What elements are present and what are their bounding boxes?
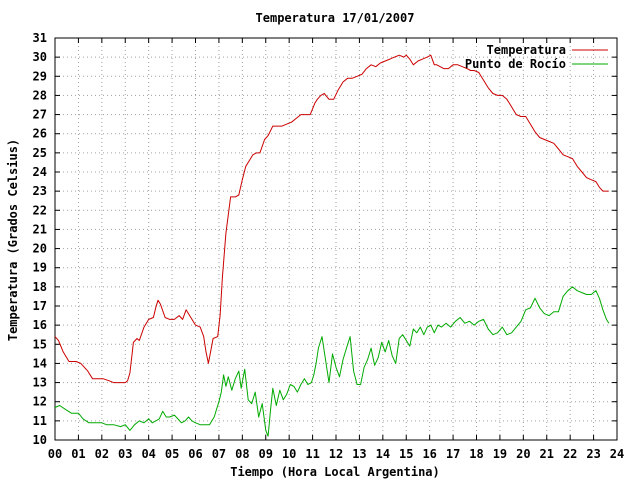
y-tick-label: 18 — [33, 280, 47, 294]
x-tick-label: 20 — [516, 447, 530, 461]
y-tick-label: 19 — [33, 261, 47, 275]
grid-layer — [55, 38, 617, 440]
y-tick-label: 24 — [33, 165, 47, 179]
x-tick-label: 23 — [586, 447, 600, 461]
y-tick-label: 13 — [33, 376, 47, 390]
axis-layer: 00 01 02 03 04 05 06 07 08 09 10 11 12 13 14 15 16 17 18 19… — [33, 31, 625, 461]
x-tick-label: 18 — [469, 447, 483, 461]
x-tick-label: 00 — [48, 447, 62, 461]
x-tick-label: 10 — [282, 447, 296, 461]
x-tick-label: 03 — [118, 447, 132, 461]
x-tick-label: 12 — [329, 447, 343, 461]
x-tick-label: 24 — [610, 447, 624, 461]
x-tick-label: 02 — [95, 447, 109, 461]
y-tick-label: 17 — [33, 299, 47, 313]
y-tick-label: 30 — [33, 50, 47, 64]
y-tick-label: 26 — [33, 127, 47, 141]
x-tick-label: 06 — [188, 447, 202, 461]
chart-title: Temperatura 17/01/2007 — [256, 11, 415, 25]
x-tick-label: 11 — [305, 447, 319, 461]
x-tick-label: 09 — [259, 447, 273, 461]
series-layer — [54, 54, 610, 437]
series-line-punto-de-rocio — [54, 286, 610, 437]
x-tick-label: 01 — [71, 447, 85, 461]
y-tick-label: 20 — [33, 242, 47, 256]
y-tick-label: 21 — [33, 222, 47, 236]
x-axis-label: Tiempo (Hora Local Argentina) — [230, 465, 440, 479]
x-tick-label: 21 — [540, 447, 554, 461]
y-tick-label: 15 — [33, 337, 47, 351]
series-line-temperatura — [54, 54, 609, 384]
y-tick-label: 25 — [33, 146, 47, 160]
x-tick-label: 14 — [376, 447, 390, 461]
x-tick-label: 05 — [165, 447, 179, 461]
x-tick-label: 04 — [141, 447, 155, 461]
x-tick-label: 15 — [399, 447, 413, 461]
y-tick-label: 27 — [33, 108, 47, 122]
y-axis-label: Temperatura (Grados Celsius) — [6, 139, 20, 341]
legend-label: Temperatura — [487, 43, 566, 57]
x-tick-label: 16 — [422, 447, 436, 461]
y-tick-label: 10 — [33, 433, 47, 447]
y-tick-label: 28 — [33, 88, 47, 102]
legend-label: Punto de Rocío — [465, 57, 566, 71]
y-tick-label: 14 — [33, 356, 47, 370]
y-tick-label: 22 — [33, 203, 47, 217]
y-tick-label: 29 — [33, 69, 47, 83]
x-tick-label: 17 — [446, 447, 460, 461]
y-tick-label: 16 — [33, 318, 47, 332]
y-tick-label: 12 — [33, 395, 47, 409]
x-tick-label: 19 — [493, 447, 507, 461]
x-tick-label: 22 — [563, 447, 577, 461]
y-tick-label: 31 — [33, 31, 47, 45]
y-tick-label: 11 — [33, 414, 47, 428]
x-tick-label: 08 — [235, 447, 249, 461]
y-tick-label: 23 — [33, 184, 47, 198]
x-tick-label: 07 — [212, 447, 226, 461]
x-tick-label: 13 — [352, 447, 366, 461]
